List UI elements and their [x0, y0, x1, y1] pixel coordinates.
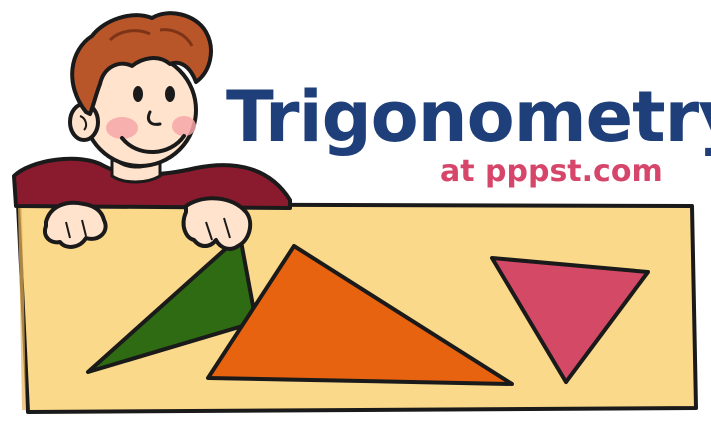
orange-triangle	[206, 244, 514, 386]
boy-hair	[70, 11, 213, 116]
boy-figure	[12, 11, 292, 210]
boy-cheek-left	[106, 117, 138, 139]
boy-hands	[43, 196, 253, 251]
green-triangle	[86, 234, 258, 374]
boy-eye-left	[133, 86, 143, 102]
page-title: Trigonometry	[226, 76, 711, 158]
site-subtitle: at pppst.com	[440, 154, 663, 189]
boy-hand-right	[181, 196, 253, 251]
boy-smile	[120, 134, 186, 154]
boy-cheek-right	[172, 116, 196, 136]
pink-triangle	[490, 256, 650, 384]
boy-hand-left	[43, 200, 108, 249]
boy-eye-right	[165, 86, 175, 102]
